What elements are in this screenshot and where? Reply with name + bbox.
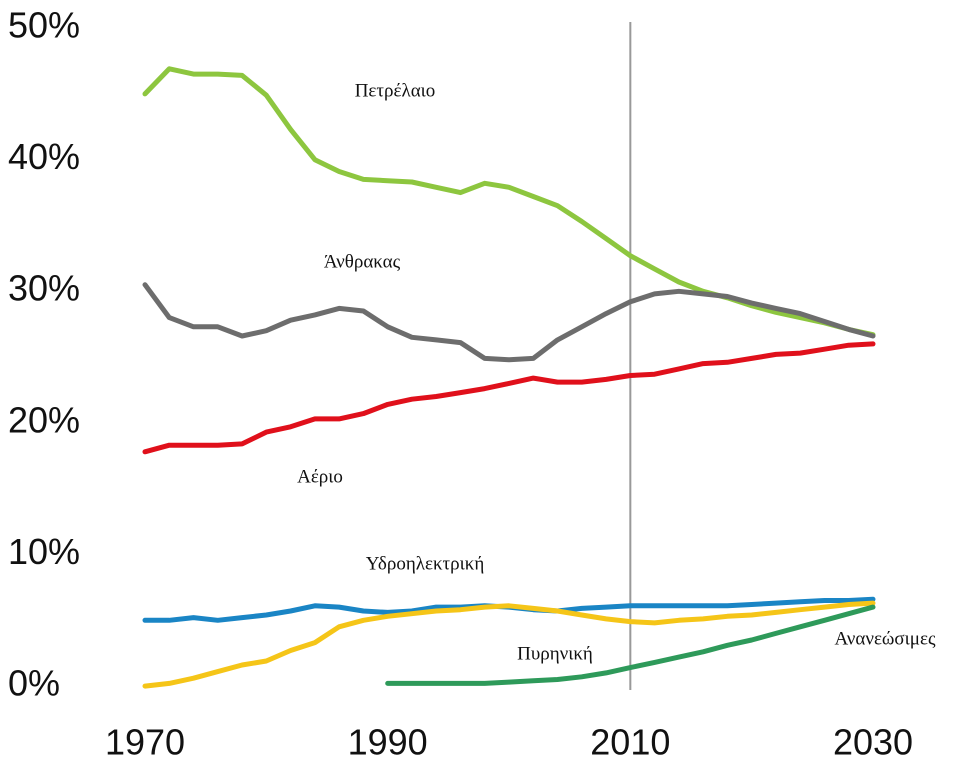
x-tick-label: 2030 [833, 722, 913, 763]
series-line [142, 600, 876, 689]
series-line [142, 341, 876, 455]
series-line [142, 66, 876, 338]
x-tick-label: 1970 [105, 722, 185, 763]
y-tick-label: 30% [8, 268, 80, 309]
series-label: Πυρηνική [517, 643, 593, 664]
x-tick-label: 1990 [348, 722, 428, 763]
series-line [142, 282, 876, 363]
series-label: Υδροηλεκτρική [366, 553, 485, 574]
y-tick-label: 50% [8, 5, 80, 46]
y-tick-label: 40% [8, 136, 80, 177]
series-label: Πετρέλαιο [355, 80, 436, 101]
x-tick-label: 2010 [590, 722, 670, 763]
y-tick-label: 10% [8, 531, 80, 572]
series-label: Ανανεώσιμες [835, 628, 936, 649]
series-line [385, 604, 876, 686]
series-label: Άνθρακας [324, 251, 401, 272]
series-label: Αέριο [297, 466, 343, 487]
series-line [142, 596, 876, 623]
y-tick-label: 20% [8, 399, 80, 440]
y-tick-label: 0% [8, 663, 60, 704]
